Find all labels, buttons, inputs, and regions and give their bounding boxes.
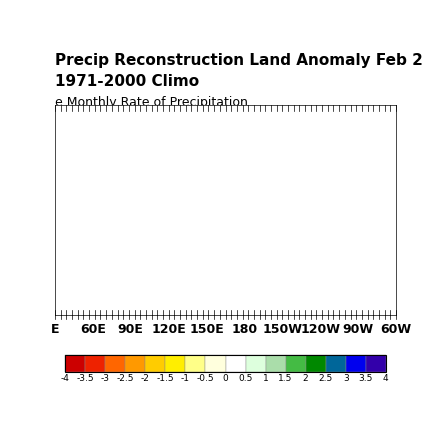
Text: 150W: 150W bbox=[262, 323, 302, 337]
Bar bbox=[366, 356, 386, 372]
Text: 2.5: 2.5 bbox=[319, 374, 333, 382]
Bar bbox=[65, 356, 85, 372]
Text: 1.5: 1.5 bbox=[279, 374, 293, 382]
Text: E: E bbox=[51, 323, 59, 337]
Text: e Monthly Rate of Precipitation: e Monthly Rate of Precipitation bbox=[55, 96, 248, 109]
Bar bbox=[105, 356, 125, 372]
Text: -3: -3 bbox=[101, 374, 110, 382]
Bar bbox=[165, 356, 185, 372]
Text: -2: -2 bbox=[141, 374, 150, 382]
Text: 3: 3 bbox=[343, 374, 348, 382]
Text: 180: 180 bbox=[231, 323, 257, 337]
Bar bbox=[85, 356, 105, 372]
Text: 90E: 90E bbox=[118, 323, 144, 337]
Text: -2.5: -2.5 bbox=[117, 374, 134, 382]
Bar bbox=[205, 356, 226, 372]
Text: -0.5: -0.5 bbox=[197, 374, 214, 382]
Bar bbox=[286, 356, 306, 372]
Text: 0: 0 bbox=[223, 374, 228, 382]
Text: -4: -4 bbox=[61, 374, 70, 382]
Text: 60W: 60W bbox=[381, 323, 411, 337]
Text: 2: 2 bbox=[303, 374, 308, 382]
Bar bbox=[125, 356, 145, 372]
Text: 60E: 60E bbox=[80, 323, 106, 337]
Bar bbox=[65, 356, 386, 372]
Bar bbox=[326, 356, 346, 372]
Bar bbox=[306, 356, 326, 372]
Text: 120E: 120E bbox=[151, 323, 186, 337]
Bar bbox=[226, 356, 246, 372]
Text: Precip Reconstruction Land Anomaly Feb 2: Precip Reconstruction Land Anomaly Feb 2 bbox=[55, 53, 423, 68]
Bar bbox=[246, 356, 266, 372]
Text: -3.5: -3.5 bbox=[77, 374, 94, 382]
Text: 150E: 150E bbox=[189, 323, 224, 337]
Text: 0.5: 0.5 bbox=[238, 374, 253, 382]
Text: 3.5: 3.5 bbox=[359, 374, 373, 382]
Bar bbox=[185, 356, 205, 372]
Text: 4: 4 bbox=[383, 374, 389, 382]
Text: 1971-2000 Climo: 1971-2000 Climo bbox=[55, 74, 199, 89]
Text: 1: 1 bbox=[263, 374, 268, 382]
Text: -1.5: -1.5 bbox=[157, 374, 174, 382]
Text: 90W: 90W bbox=[343, 323, 374, 337]
Bar bbox=[346, 356, 366, 372]
Bar bbox=[145, 356, 165, 372]
Bar bbox=[266, 356, 286, 372]
Text: -1: -1 bbox=[181, 374, 190, 382]
Text: 120W: 120W bbox=[300, 323, 340, 337]
